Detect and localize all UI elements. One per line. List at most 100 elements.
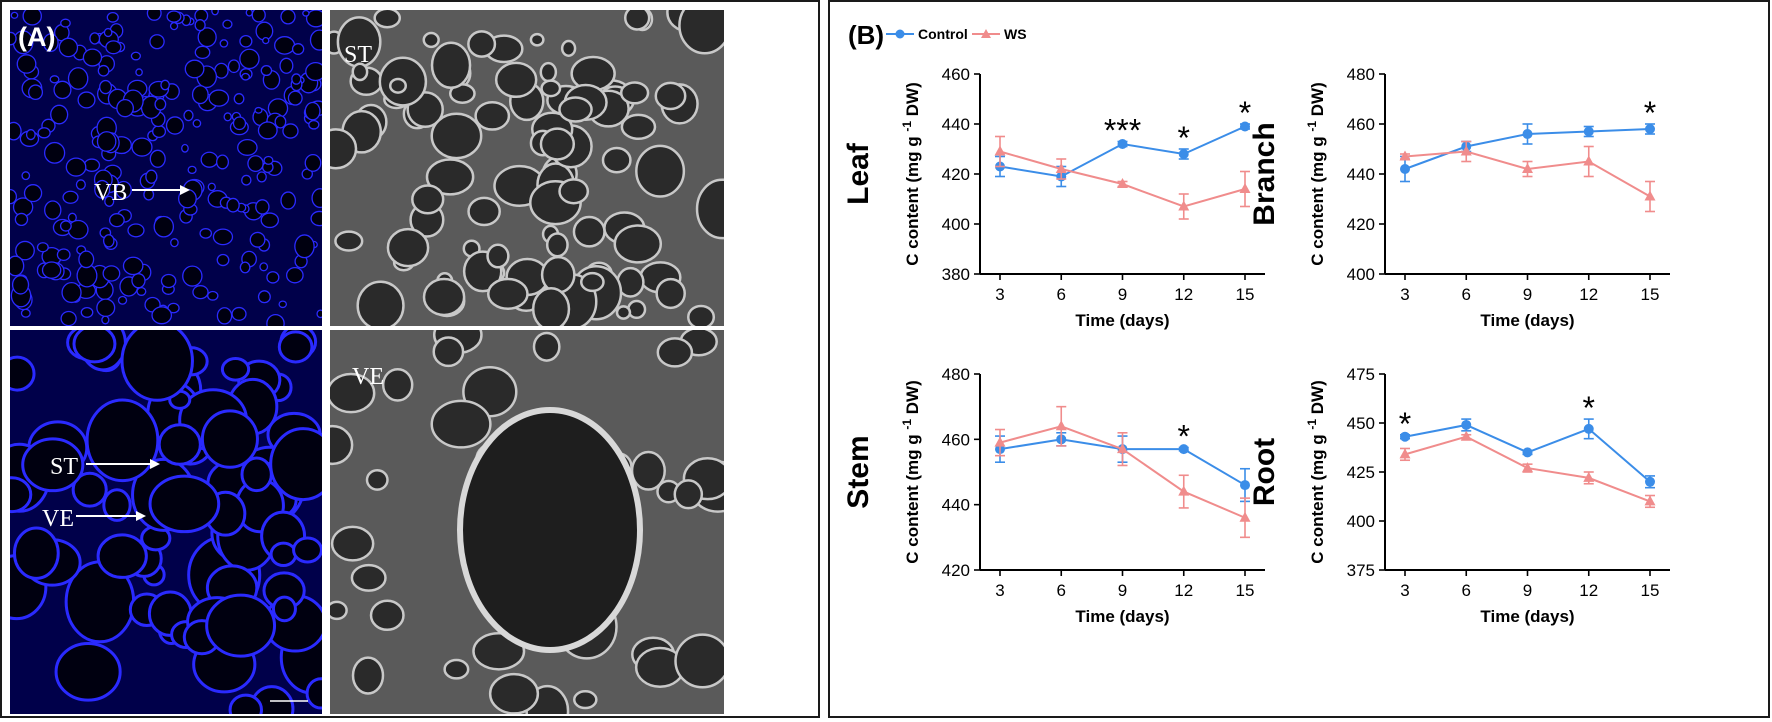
series-ws [1399,140,1656,213]
cell-shape [21,437,85,493]
data-point [1117,178,1128,188]
cell-shape [62,190,79,204]
cell-shape [309,29,322,51]
cell-shape [430,399,492,449]
data-point [1522,163,1533,173]
cell-shape [60,18,71,28]
cell-shape [53,80,72,100]
y-tick-label: 375 [1347,561,1375,580]
x-tick-label: 15 [1236,581,1255,600]
cell-shape [365,468,389,491]
significance-marker: * [1583,390,1595,426]
cell-shape [601,146,632,174]
x-axis-label: Time (days) [1480,311,1574,330]
cell-shape [695,178,724,240]
cell-shape [330,600,348,621]
cell-shape [422,277,466,317]
x-tick-label: 12 [1579,581,1598,600]
cell-shape [115,180,132,200]
legend-control-marker [895,29,905,39]
chart-title: Stem [842,435,875,508]
cell-shape [212,228,234,246]
cell-shape [239,34,253,48]
cell-shape [94,179,111,199]
cell-shape [105,40,122,55]
x-axis-label: Time (days) [1075,311,1169,330]
cell-shape [422,31,440,49]
cell-shape [96,131,117,152]
cell-shape [274,115,287,129]
cell-shape [60,310,77,326]
x-tick-label: 12 [1174,581,1193,600]
cell-shape [237,138,258,156]
chart-leaf: 380 400 420 440 460 3 6 9 12 15 Time (days) C conte… [842,65,1265,330]
cell-shape [488,672,540,714]
cell-shape [486,243,510,269]
cell-shape [43,141,66,164]
data-point [1400,164,1410,174]
series-ws [994,405,1251,539]
cell-shape [282,123,299,139]
cell-shape [97,64,110,77]
cell-shape [207,290,219,301]
cell-shape [241,174,252,186]
x-tick-label: 12 [1174,285,1193,304]
data-point [1645,476,1655,487]
cell-shape [200,151,219,168]
y-tick-label: 380 [942,265,970,284]
cell-shape [388,77,407,94]
x-tick-label: 6 [1462,285,1471,304]
cell-shape [656,337,694,368]
y-tick-label: 400 [1347,512,1375,531]
y-tick-label: 420 [942,165,970,184]
y-axis-label: C content (mg g -1 DW) [1305,380,1327,564]
cell-shape [573,690,598,710]
cell-shape [627,299,647,320]
cell-shape [560,39,577,57]
cell-shape [15,240,35,261]
cell-shape [153,215,175,238]
cell-shape [96,533,148,579]
cell-shape [356,280,405,326]
cell-shape [373,10,402,29]
cell-shape [136,286,147,296]
cell-shape [330,525,375,562]
cell-shape [430,112,483,160]
y-tick-label: 420 [1347,215,1375,234]
cell-shape [67,67,89,90]
cell-shape [72,330,117,364]
arrow-ve-icon [76,511,146,521]
legend-control-label: Control [918,26,968,42]
x-axis-label: Time (days) [1075,607,1169,626]
chart-root: 375 400 425 450 475 3 6 9 12 15 Time (days) C conte… [1248,365,1670,626]
y-tick-label: 460 [942,430,970,449]
cell-shape [474,100,511,131]
cell-shape [630,450,666,491]
cell-shape [305,677,322,710]
cell-shape [59,220,72,232]
cell-shape [285,266,304,284]
cell-shape [241,72,251,81]
cell-shape [219,39,229,48]
cell-shape [106,11,119,23]
significance-marker: *** [1104,113,1141,149]
cell-shape [334,230,364,252]
cell-shape [10,31,17,46]
cell-shape [254,106,263,114]
data-point [1178,444,1189,455]
cell-shape [130,51,142,61]
significance-marker: * [1178,120,1190,156]
x-tick-label: 6 [1057,581,1066,600]
data-point [1240,480,1250,491]
x-tick-label: 3 [1400,285,1409,304]
cell-shape [280,191,297,210]
sem-micrograph-sieve-tubes [330,10,724,326]
cell-shape [181,143,189,153]
data-point [1400,431,1410,442]
cell-shape [351,62,369,82]
cell-shape [231,306,247,321]
cell-shape [263,155,274,165]
chart-branch: 400 420 440 460 480 3 6 9 12 15 Time (days) C conte… [1248,65,1670,330]
arrow-st-icon [86,459,160,469]
chart-stem: 420 440 460 480 3 6 9 12 15 Time (days) C content … [842,365,1265,626]
